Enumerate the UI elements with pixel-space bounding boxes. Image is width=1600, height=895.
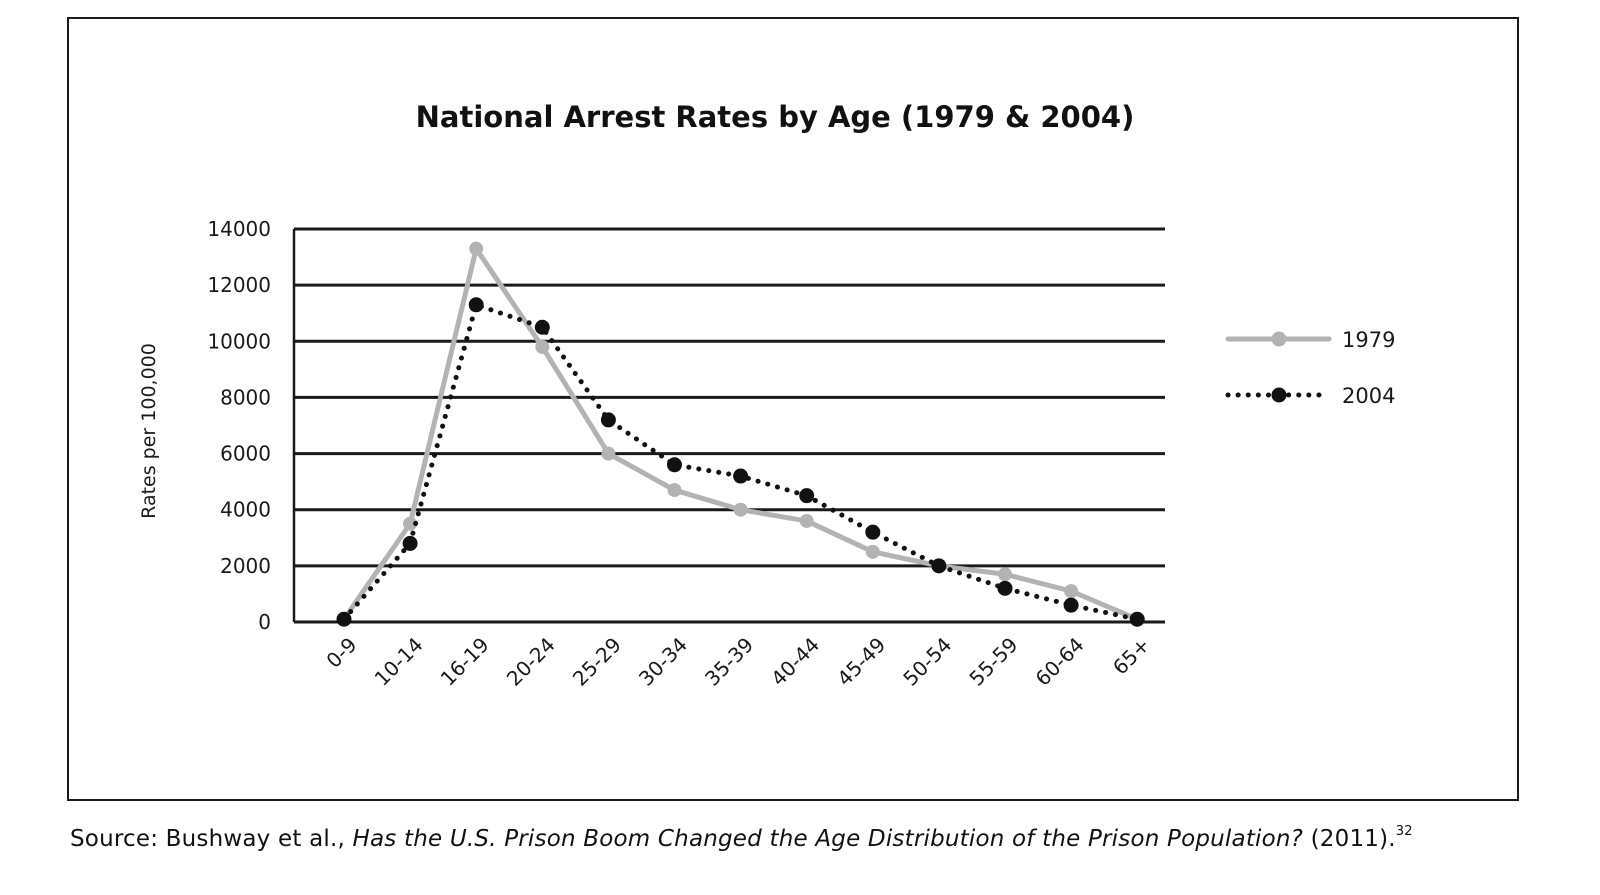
y-tick-label: 12000 xyxy=(207,273,271,297)
chart-frame: National Arrest Rates by Age (1979 & 200… xyxy=(67,17,1519,801)
data-point xyxy=(733,468,749,484)
x-tick-label: 55-59 xyxy=(964,633,1022,691)
legend-label: 1979 xyxy=(1342,328,1395,352)
data-point xyxy=(534,319,550,335)
data-point xyxy=(1064,584,1079,599)
source-suffix: (2011). xyxy=(1303,826,1396,852)
chart-title: National Arrest Rates by Age (1979 & 200… xyxy=(416,100,1135,134)
legend-marker xyxy=(1271,331,1287,347)
y-tick-label: 2000 xyxy=(220,554,271,578)
source-citation: Source: Bushway et al., Has the U.S. Pri… xyxy=(70,824,1413,852)
source-prefix: Source: Bushway et al., xyxy=(70,826,353,852)
data-point xyxy=(667,457,682,473)
x-tick-label: 40-44 xyxy=(766,633,824,691)
gridlines xyxy=(292,227,1165,624)
legend-marker xyxy=(1271,387,1287,403)
series xyxy=(336,241,1145,627)
y-tick-label: 10000 xyxy=(207,329,271,353)
data-point xyxy=(667,483,682,498)
data-point xyxy=(997,580,1013,596)
legend: 1979 2004 xyxy=(1225,328,1395,408)
x-tick-label: 10-14 xyxy=(370,633,428,691)
x-tick-label: 35-39 xyxy=(700,633,758,691)
series-2004 xyxy=(336,297,1145,627)
line-chart: National Arrest Rates by Age (1979 & 200… xyxy=(138,100,1395,691)
series-1979 xyxy=(337,241,1145,627)
data-point xyxy=(799,488,815,504)
y-tick-label: 4000 xyxy=(220,498,271,522)
x-tick-label: 60-64 xyxy=(1031,633,1089,691)
data-point xyxy=(733,502,748,517)
x-tick-label: 65+ xyxy=(1108,633,1155,680)
legend-item: 1979 xyxy=(1225,328,1395,352)
x-tick-label: 25-29 xyxy=(568,633,626,691)
y-axis-label: Rates per 100,000 xyxy=(138,343,160,519)
y-tick-label: 6000 xyxy=(220,442,271,466)
data-point xyxy=(931,558,947,574)
data-point xyxy=(469,241,484,256)
data-point xyxy=(600,412,616,428)
data-point xyxy=(865,524,881,540)
series-line xyxy=(341,302,1140,622)
x-tick-label: 0-9 xyxy=(321,633,361,673)
y-tick-label: 14000 xyxy=(207,217,271,241)
y-tick-label: 0 xyxy=(258,610,271,634)
data-point xyxy=(535,339,550,354)
x-tick-label: 30-34 xyxy=(634,633,692,691)
x-tick-label: 50-54 xyxy=(898,633,956,691)
data-point xyxy=(402,535,418,551)
data-point xyxy=(865,544,880,559)
legend-item: 2004 xyxy=(1225,384,1395,408)
source-title: Has the U.S. Prison Boom Changed the Age… xyxy=(352,826,1304,852)
series-line xyxy=(341,246,1140,622)
y-tick-label: 8000 xyxy=(220,385,271,409)
data-point xyxy=(601,446,616,461)
legend-label: 2004 xyxy=(1342,384,1395,408)
x-tick-labels: 0-9 10-14 16-19 20-24 25-29 30-34 35-39 40-44 45… xyxy=(321,633,1154,691)
data-point xyxy=(1063,597,1079,613)
x-tick-label: 45-49 xyxy=(832,633,890,691)
x-tick-label: 20-24 xyxy=(502,633,560,691)
data-point xyxy=(1129,611,1145,627)
data-point xyxy=(998,567,1012,582)
x-tick-label: 16-19 xyxy=(436,633,494,691)
data-point xyxy=(403,516,418,531)
data-point xyxy=(336,611,352,627)
data-point xyxy=(799,513,814,528)
y-tick-labels: 0 2000 4000 6000 8000 10000 12000 14000 xyxy=(207,217,271,634)
data-point xyxy=(468,297,484,313)
source-footnote: 32 xyxy=(1395,824,1413,839)
